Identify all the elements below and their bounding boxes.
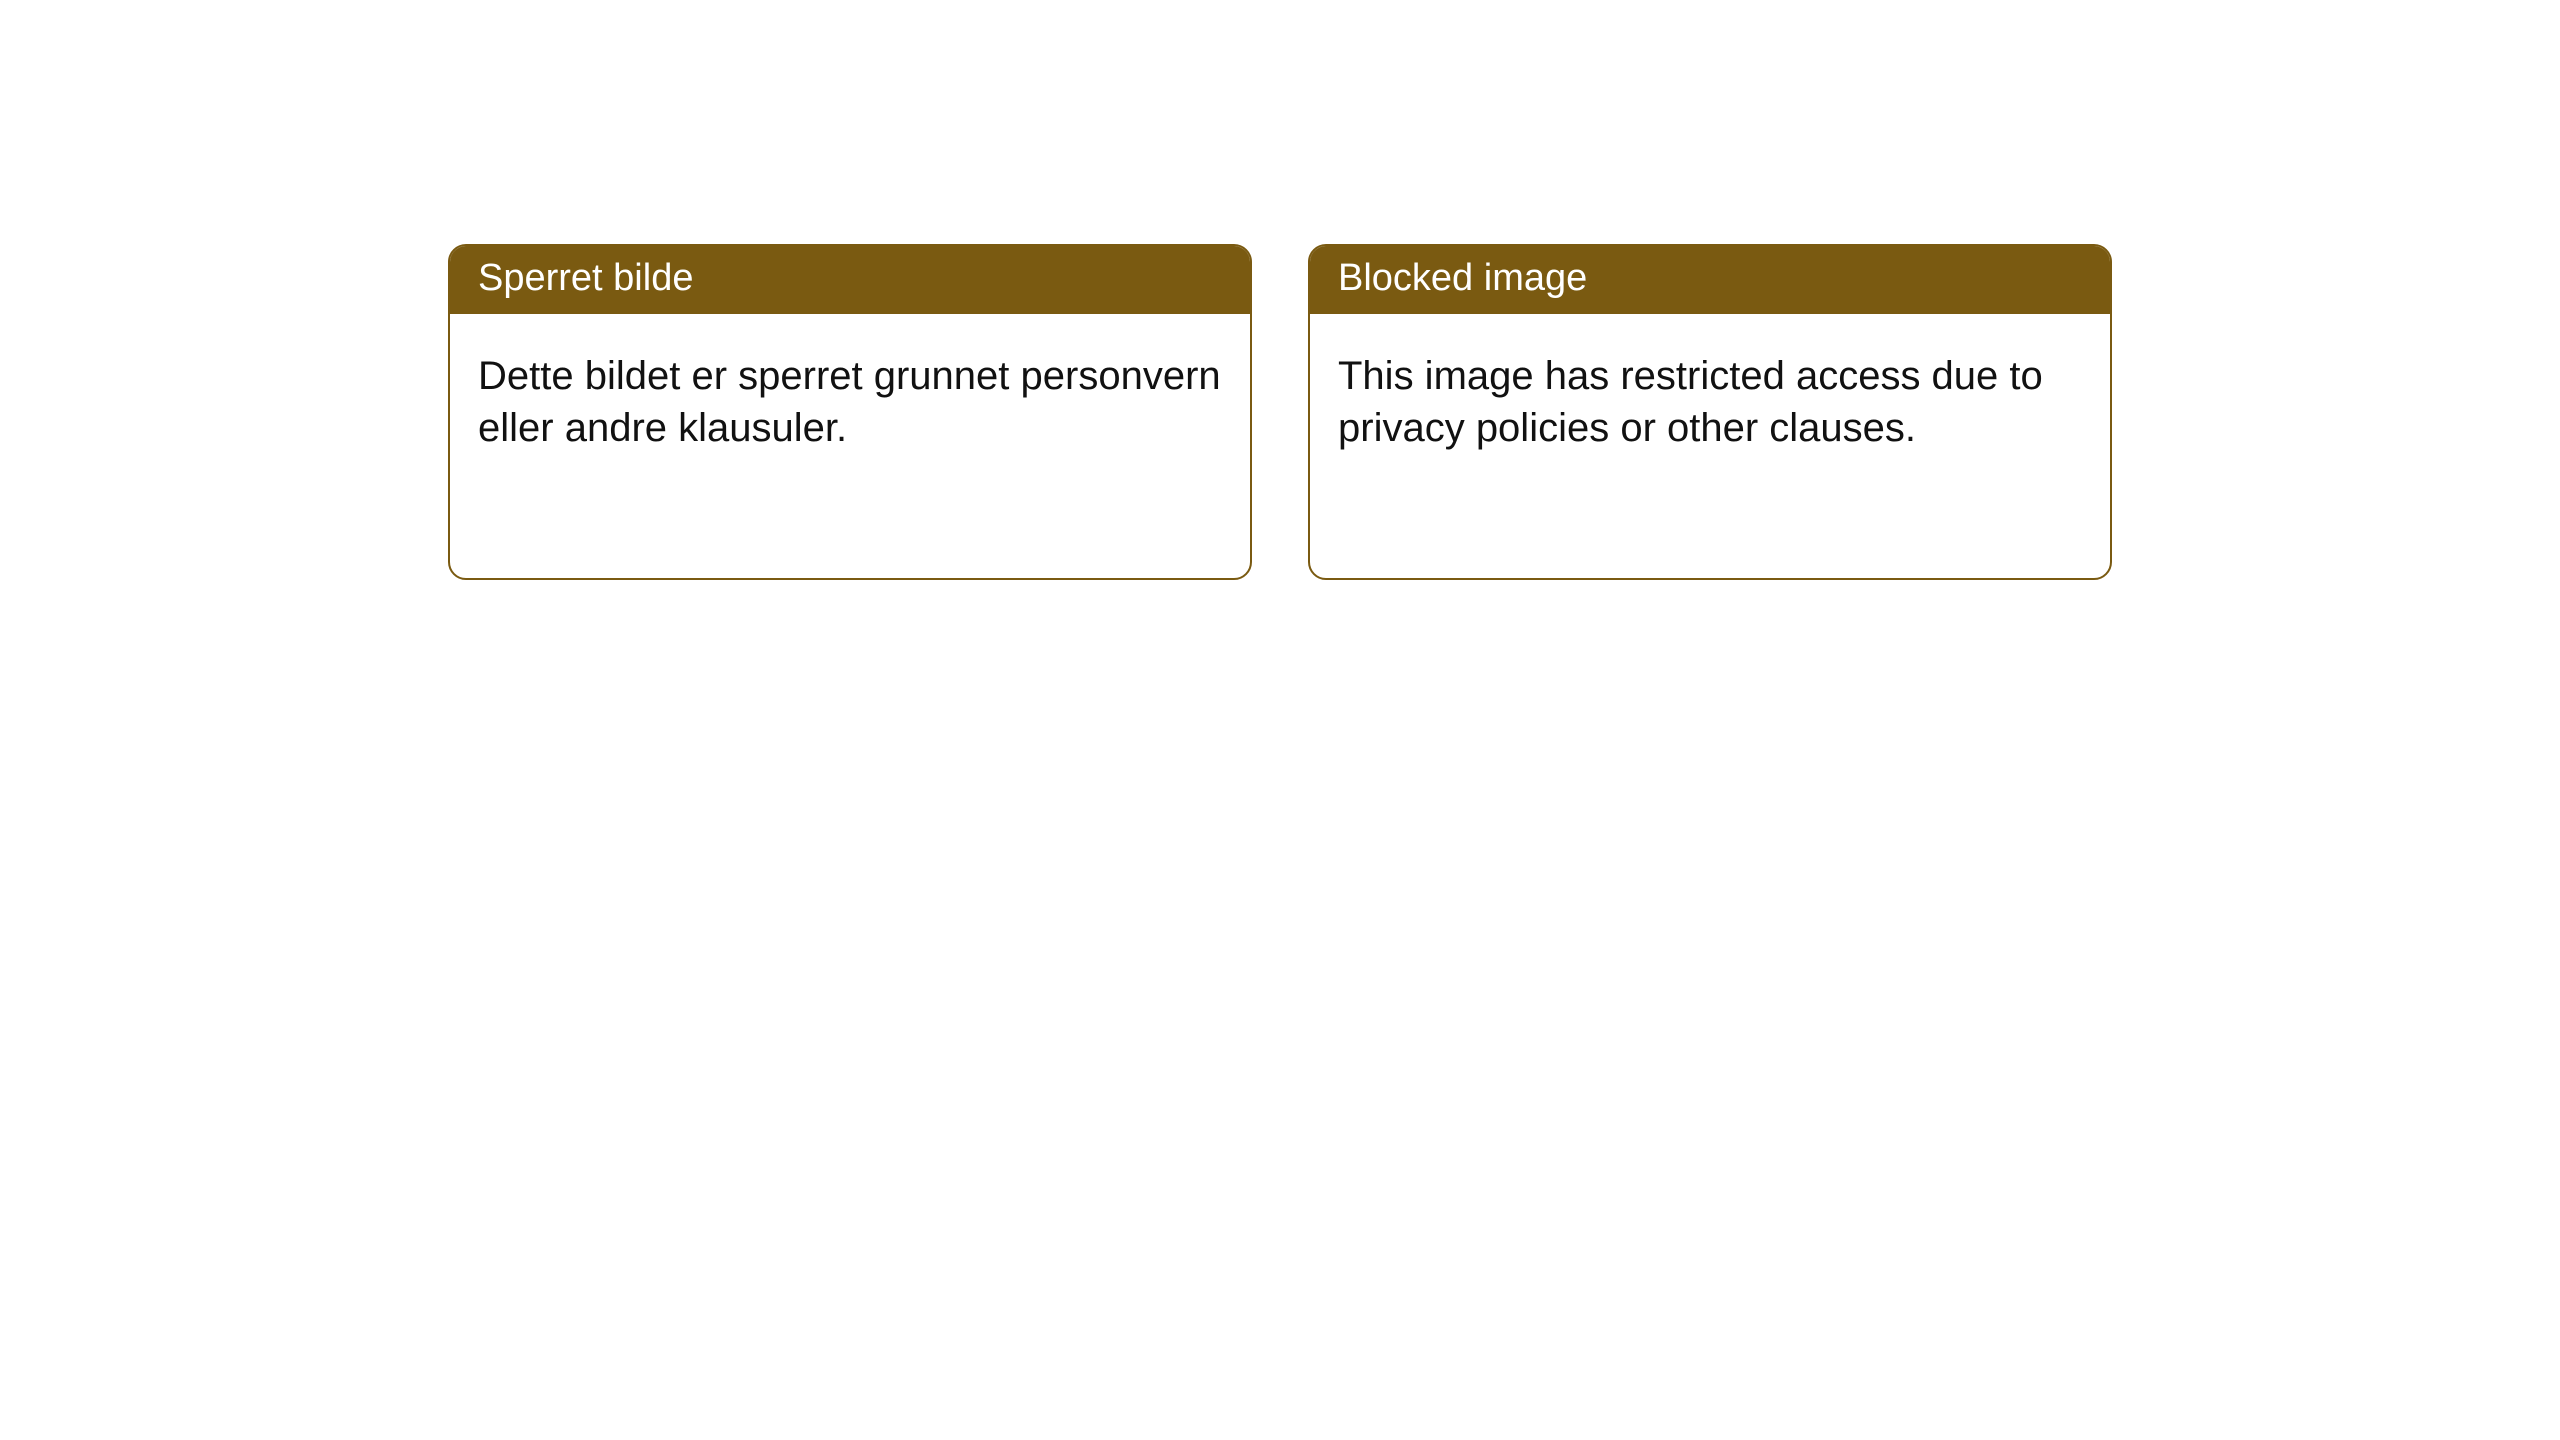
notice-box-norwegian: Sperret bilde Dette bildet er sperret gr…	[448, 244, 1252, 580]
notice-title: Sperret bilde	[450, 246, 1250, 314]
notice-container: Sperret bilde Dette bildet er sperret gr…	[448, 244, 2112, 580]
notice-body: This image has restricted access due to …	[1310, 314, 2110, 490]
notice-body: Dette bildet er sperret grunnet personve…	[450, 314, 1250, 490]
notice-box-english: Blocked image This image has restricted …	[1308, 244, 2112, 580]
notice-title: Blocked image	[1310, 246, 2110, 314]
